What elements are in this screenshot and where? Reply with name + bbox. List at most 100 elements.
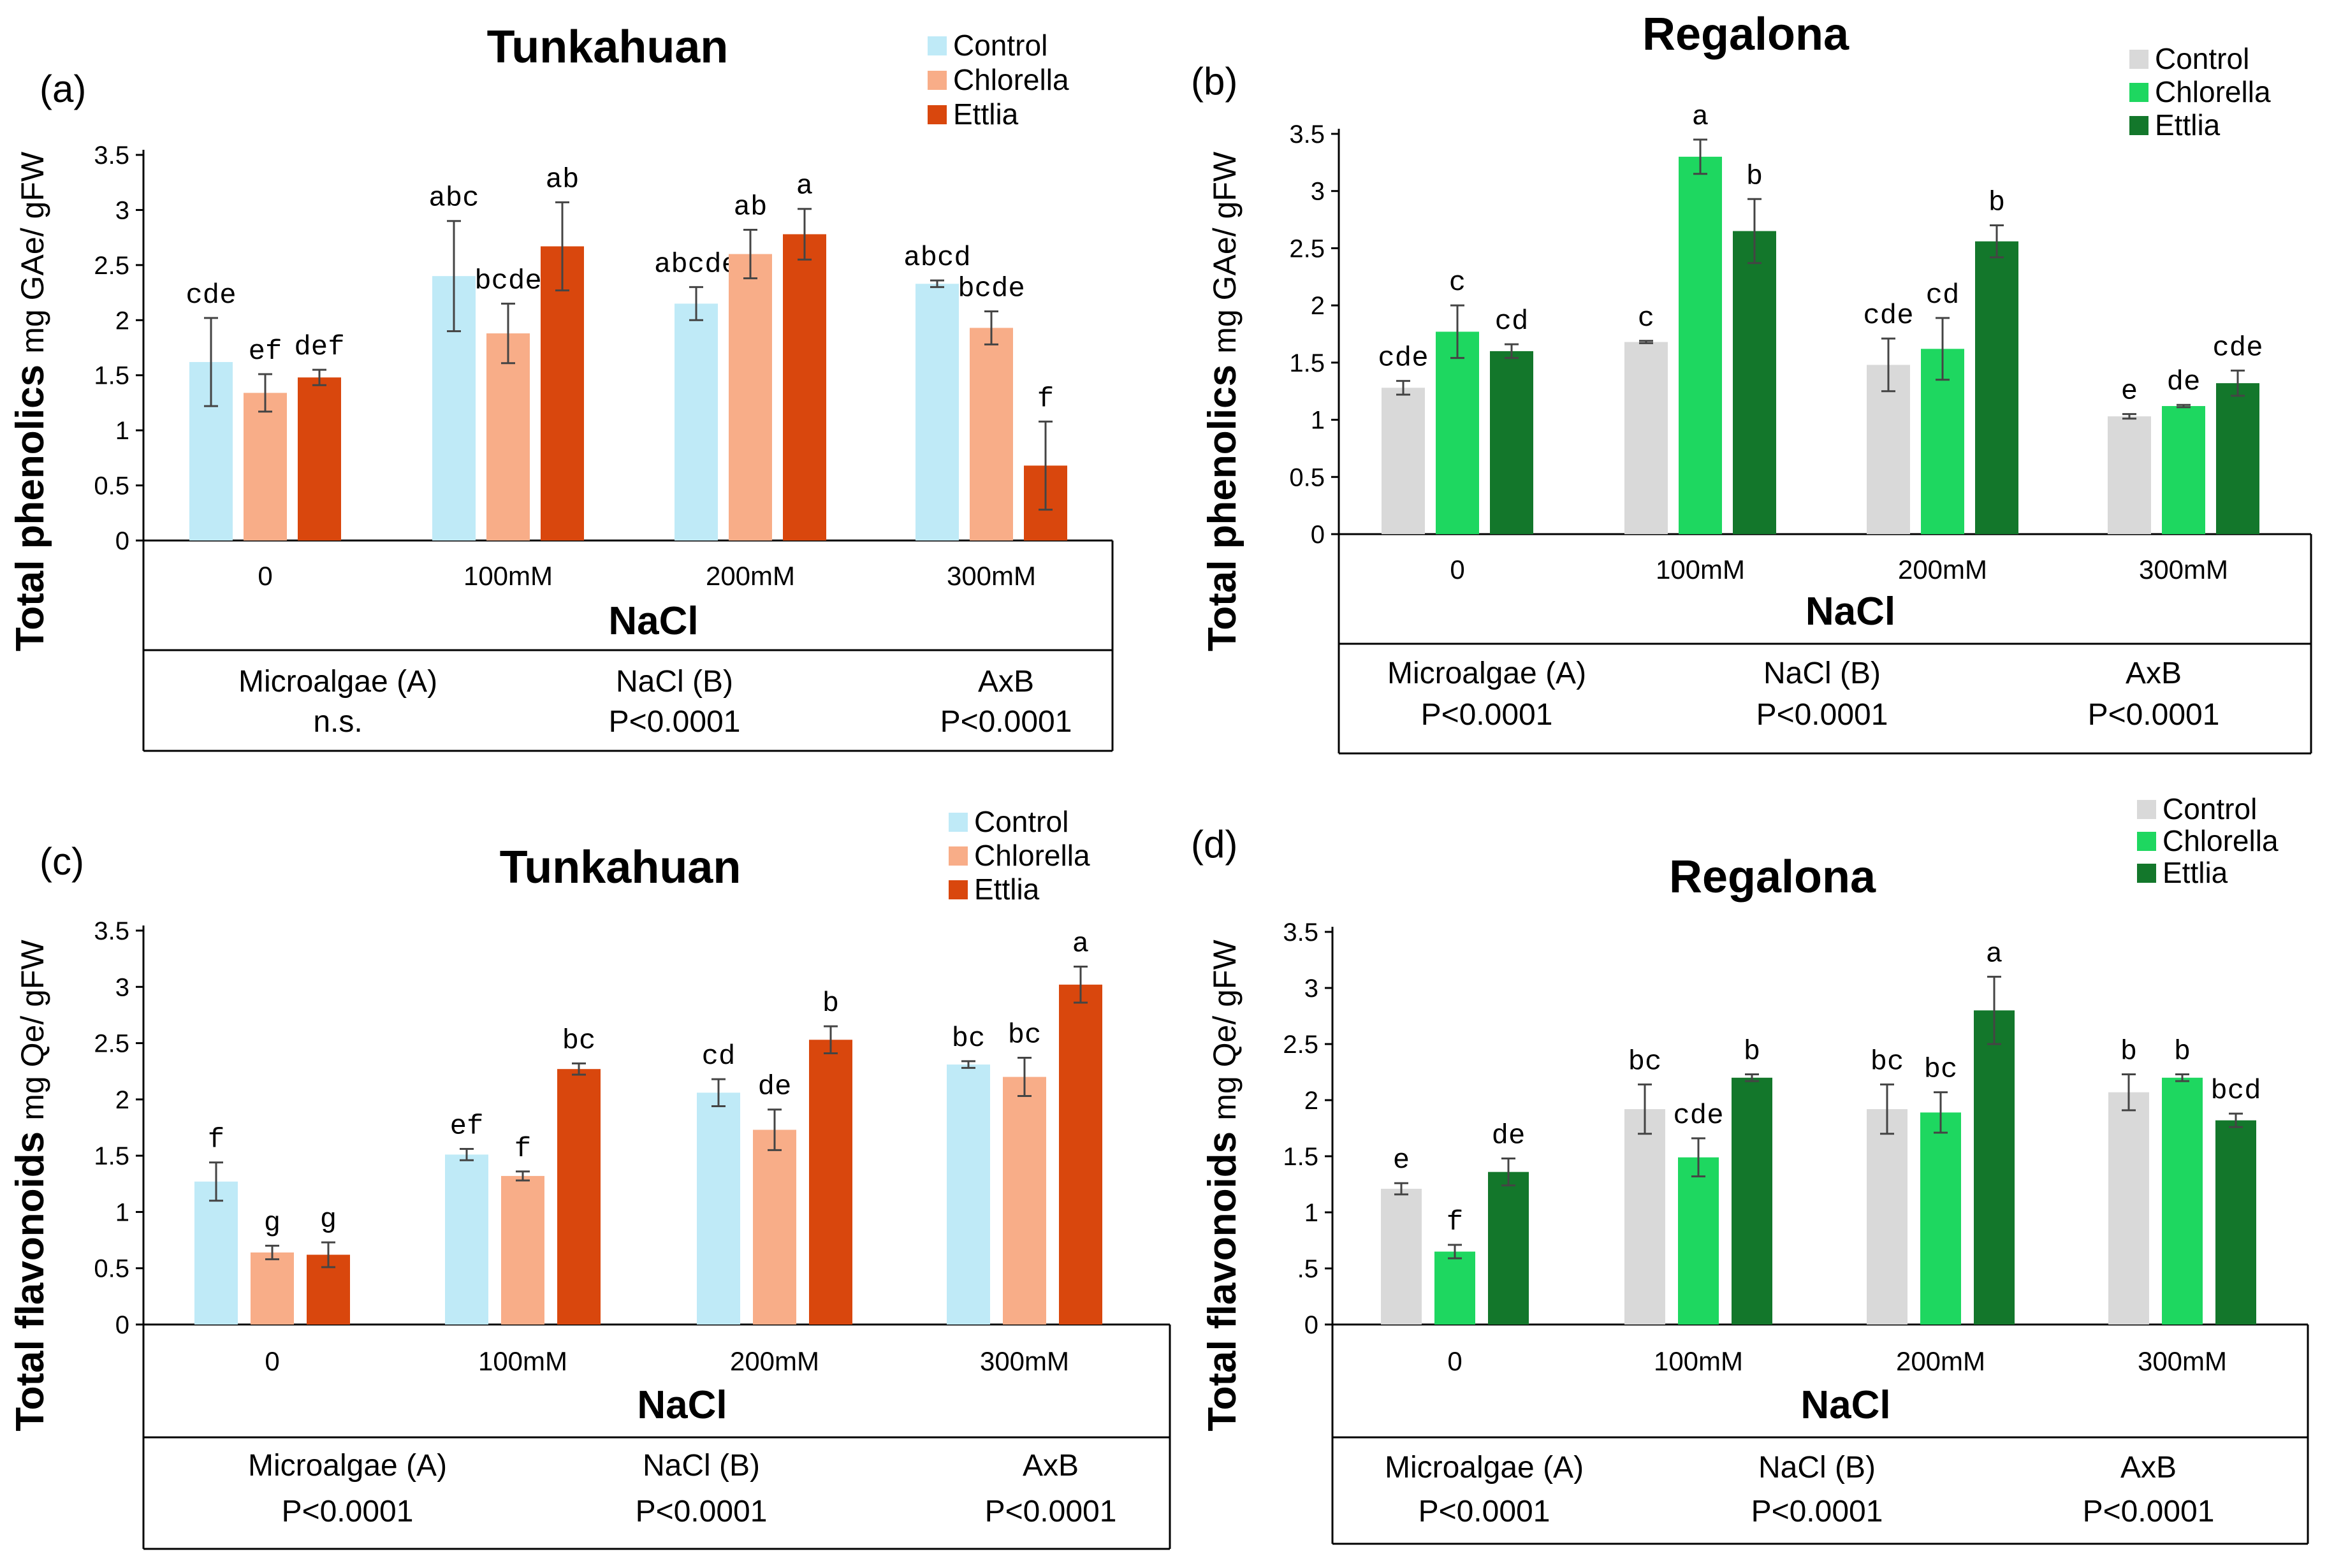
significance-letter: bc bbox=[952, 1023, 986, 1055]
bar bbox=[1003, 1077, 1046, 1325]
significance-letter: c bbox=[1449, 267, 1466, 299]
x-category-label: 200mM bbox=[730, 1346, 819, 1376]
bar bbox=[947, 1064, 990, 1325]
significance-letter: cd bbox=[1926, 280, 1960, 312]
significance-letter: bc bbox=[1871, 1046, 1904, 1078]
significance-letter: cde bbox=[1863, 300, 1913, 332]
significance-letter: bcde bbox=[958, 273, 1025, 305]
significance-letter: abcde bbox=[654, 249, 738, 280]
panel-label: (a) bbox=[40, 68, 86, 110]
chart-panel-a: (a) Tunkahuan Total phenolics mg GAe/ gFW 0… bbox=[8, 22, 1114, 752]
y-tick-label: 3.5 bbox=[1289, 120, 1325, 149]
x-axis-title: NaCl bbox=[608, 599, 698, 643]
stat-header: NaCl (B) bbox=[1763, 657, 1881, 690]
bar bbox=[194, 1181, 238, 1325]
significance-letter: g bbox=[264, 1207, 281, 1239]
chart-panel-d: (d) Regalona Total flavonoids mg Qe/ gFW 0.… bbox=[1191, 792, 2309, 1545]
bar bbox=[1678, 1157, 1719, 1325]
y-axis-title: Total flavonoids mg Qe/ gFW bbox=[1200, 940, 1244, 1432]
x-category-label: 100mM bbox=[478, 1346, 567, 1376]
y-tick-label: .5 bbox=[1297, 1255, 1318, 1283]
significance-letter: f bbox=[1037, 383, 1054, 415]
y-tick-label: 3.5 bbox=[1283, 918, 1318, 947]
significance-letter: cd bbox=[1495, 306, 1529, 338]
stat-header: Microalgae (A) bbox=[1385, 1451, 1584, 1485]
legend-label: Chlorella bbox=[953, 63, 1069, 96]
bar bbox=[541, 246, 584, 541]
legend-label: Control bbox=[953, 29, 1047, 62]
legend-swatch bbox=[928, 36, 947, 55]
y-tick-label: 1 bbox=[115, 1198, 129, 1226]
significance-letter: f bbox=[208, 1124, 224, 1156]
panel-label: (d) bbox=[1191, 823, 1237, 866]
legend-label: Control bbox=[2155, 42, 2249, 75]
stat-value: P<0.0001 bbox=[1756, 698, 1888, 732]
stat-header: AxB bbox=[1023, 1449, 1079, 1483]
significance-letter: bc bbox=[562, 1025, 596, 1057]
significance-letter: cde bbox=[1378, 343, 1428, 375]
significance-letter: cde bbox=[186, 280, 236, 312]
y-tick-label: 3 bbox=[1311, 178, 1325, 206]
legend-label: Ettlia bbox=[2163, 856, 2228, 889]
bar bbox=[1381, 1189, 1422, 1325]
bar bbox=[1733, 231, 1776, 534]
x-category-label: 300mM bbox=[947, 561, 1036, 591]
significance-letter: ef bbox=[249, 336, 282, 368]
stat-header: AxB bbox=[2120, 1451, 2177, 1485]
bar bbox=[1974, 1010, 2015, 1325]
bar bbox=[783, 234, 826, 541]
y-axis-title: Total flavonoids mg Qe/ gFW bbox=[8, 940, 52, 1432]
y-tick-label: 0 bbox=[115, 527, 129, 555]
significance-letter: e bbox=[1393, 1145, 1410, 1177]
bar bbox=[809, 1040, 852, 1325]
legend-label: Ettlia bbox=[2155, 108, 2221, 142]
y-axis-title-main: Total flavonoids bbox=[8, 1121, 52, 1432]
bar bbox=[1975, 241, 2018, 534]
y-tick-label: 3.5 bbox=[94, 142, 129, 170]
bar bbox=[445, 1154, 488, 1325]
panel-label: (b) bbox=[1191, 60, 1237, 103]
stat-value: P<0.0001 bbox=[1419, 1495, 1550, 1528]
legend-swatch bbox=[949, 813, 968, 832]
stat-header: Microalgae (A) bbox=[1387, 657, 1586, 690]
significance-letter: a bbox=[796, 171, 813, 203]
legend-swatch bbox=[949, 880, 968, 899]
x-category-label: 0 bbox=[1447, 1346, 1462, 1376]
y-tick-label: 1 bbox=[1304, 1199, 1318, 1227]
bar bbox=[2108, 1092, 2149, 1325]
y-tick-label: 2 bbox=[1311, 292, 1325, 320]
significance-letter: f bbox=[1447, 1207, 1463, 1238]
legend-swatch bbox=[949, 846, 968, 866]
significance-letter: e bbox=[2121, 376, 2138, 408]
significance-letter: de bbox=[758, 1071, 792, 1103]
significance-letter: cd bbox=[702, 1041, 736, 1073]
panel-label: (c) bbox=[40, 840, 84, 883]
x-axis-title: NaCl bbox=[637, 1383, 727, 1427]
bar bbox=[970, 328, 1013, 541]
stat-value: n.s. bbox=[313, 705, 362, 739]
bar bbox=[244, 393, 287, 541]
y-tick-label: 1.5 bbox=[1289, 349, 1325, 377]
bar bbox=[2162, 406, 2205, 534]
bar bbox=[557, 1069, 601, 1325]
y-tick-label: 0 bbox=[1311, 521, 1325, 549]
legend-label: Chlorella bbox=[974, 839, 1090, 872]
significance-letter: de bbox=[1492, 1121, 1526, 1152]
bar bbox=[753, 1129, 796, 1325]
x-category-label: 200mM bbox=[1896, 1346, 1985, 1376]
stat-header: NaCl (B) bbox=[643, 1449, 760, 1483]
bar bbox=[1490, 351, 1533, 534]
stat-value: P<0.0001 bbox=[1751, 1495, 1883, 1528]
bar bbox=[1867, 365, 1910, 534]
legend-swatch bbox=[2137, 864, 2156, 883]
bar bbox=[2215, 1120, 2256, 1325]
x-category-label: 0 bbox=[265, 1346, 279, 1376]
legend-swatch bbox=[2129, 83, 2148, 102]
y-axis-title-main: Total phenolics bbox=[1200, 354, 1244, 651]
significance-letter: c bbox=[1638, 303, 1654, 335]
x-category-label: 100mM bbox=[1656, 555, 1745, 584]
y-tick-label: 2 bbox=[115, 1086, 129, 1114]
y-tick-label: 0 bbox=[1304, 1311, 1318, 1339]
legend-swatch bbox=[928, 71, 947, 90]
stat-header: NaCl (B) bbox=[1758, 1451, 1876, 1485]
